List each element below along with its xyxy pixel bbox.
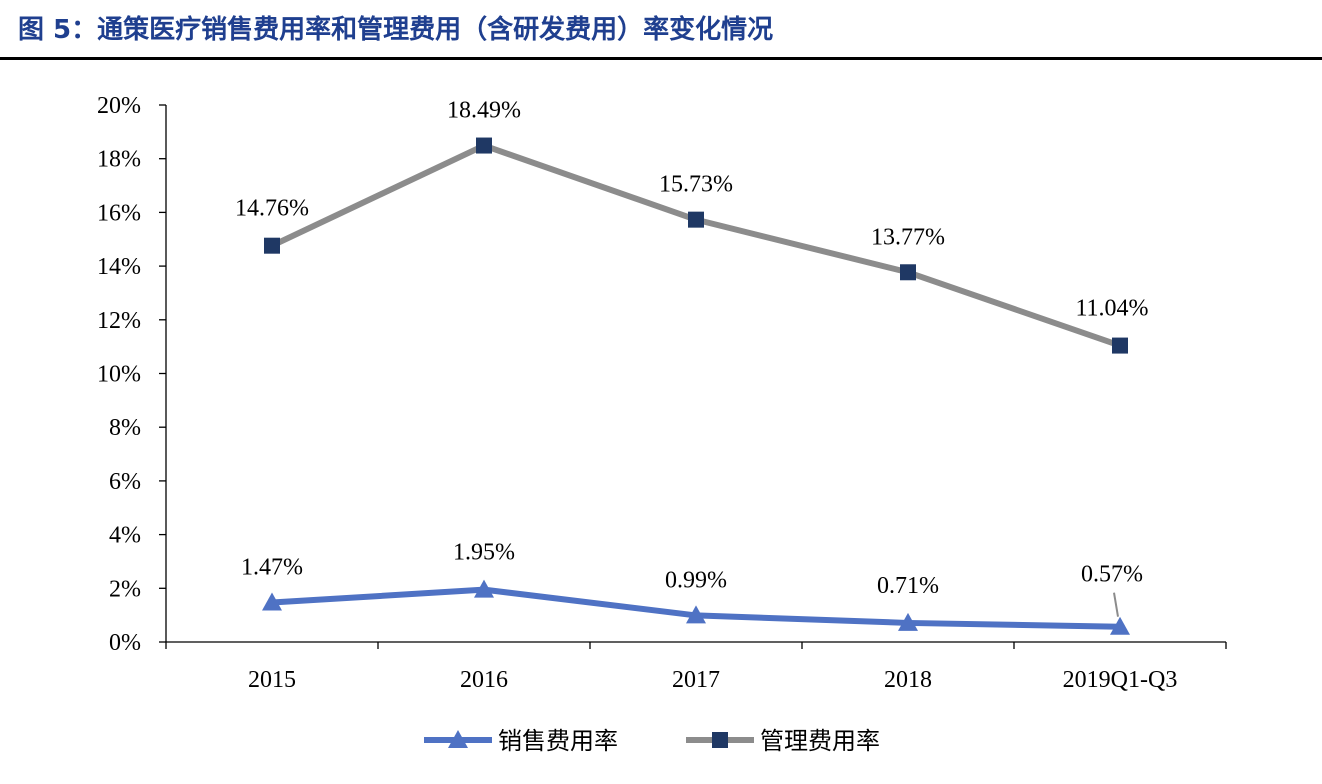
legend-item-1: 销售费用率 [424, 728, 618, 755]
data-point-triangle [474, 579, 494, 598]
y-tick-label: 2% [109, 576, 141, 602]
data-point-square [1112, 337, 1128, 354]
data-label: 15.73% [659, 172, 733, 198]
y-tick-label: 8% [109, 415, 141, 441]
data-label: 1.95% [453, 540, 515, 566]
axes: 0% 2% 4% 6% 8% 10% 12% 14% 16% 18% 20% 2015 2016 2017… [97, 93, 1227, 693]
title-rule [0, 57, 1322, 60]
label-leader-line [1113, 592, 1119, 617]
data-label: 1.47% [241, 555, 303, 581]
legend: 销售费用率 管理费用率 [424, 728, 880, 755]
data-point-triangle [262, 592, 282, 611]
legend-label: 管理费用率 [760, 728, 880, 755]
data-point-square [688, 211, 704, 228]
data-label: 14.76% [235, 196, 309, 222]
y-tick-label: 14% [97, 254, 141, 280]
data-point-square [900, 264, 916, 281]
x-tick-label: 2017 [672, 667, 720, 693]
legend-item-2: 管理费用率 [686, 728, 880, 755]
data-label: 0.99% [665, 567, 727, 593]
data-point-square [264, 237, 280, 254]
data-point-triangle [898, 612, 918, 631]
series-2: 14.76% 18.49% 15.73% 13.77% 11.04% [235, 98, 1149, 354]
legend-label: 销售费用率 [498, 728, 618, 755]
data-point-triangle [1110, 616, 1130, 635]
x-tick-label: 2018 [884, 667, 932, 693]
x-tick-label: 2016 [460, 667, 508, 693]
data-label: 0.57% [1081, 562, 1143, 588]
y-tick-label: 12% [97, 308, 141, 334]
data-label: 0.71% [877, 573, 939, 599]
y-tick-label: 6% [109, 469, 141, 495]
data-point-triangle [686, 605, 706, 624]
x-tick-label: 2015 [248, 667, 296, 693]
data-point-square [476, 137, 492, 154]
series-layer: 1.47% 1.95% 0.99% 0.71% 0.57% 14.76% 18.49% 15.… [235, 98, 1149, 635]
series-1: 1.47% 1.95% 0.99% 0.71% 0.57% [241, 540, 1143, 635]
x-tick-label: 2019Q1-Q3 [1063, 667, 1178, 693]
y-tick-label: 20% [97, 93, 141, 119]
legend-marker-square [712, 732, 728, 748]
figure-title: 图 5：通策医疗销售费用率和管理费用（含研发费用）率变化情况 [18, 15, 774, 45]
y-tick-label: 18% [97, 147, 141, 173]
y-tick-label: 10% [97, 362, 141, 388]
data-label: 18.49% [447, 98, 521, 124]
data-label: 11.04% [1075, 296, 1148, 322]
data-label: 13.77% [871, 224, 945, 250]
y-tick-label: 0% [109, 630, 141, 656]
y-tick-label: 4% [109, 523, 141, 549]
y-tick-label: 16% [97, 200, 141, 226]
legend-marker-triangle [448, 730, 468, 748]
